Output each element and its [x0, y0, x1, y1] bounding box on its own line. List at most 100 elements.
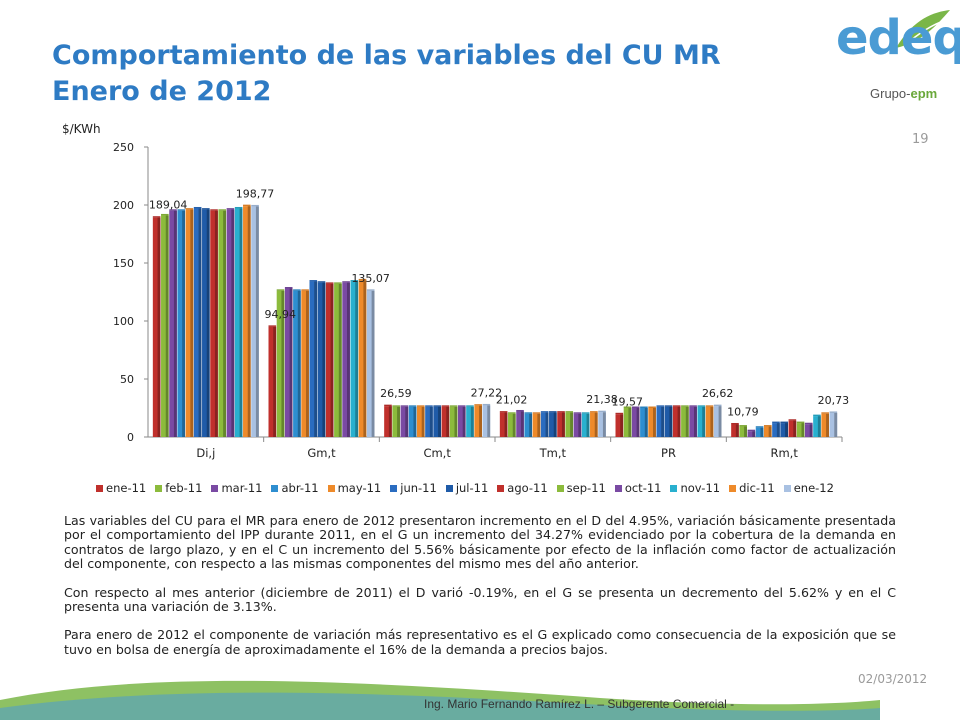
bar-top: [788, 419, 797, 421]
legend-label: jul-11: [455, 481, 489, 495]
slide-date: 02/03/2012: [858, 672, 928, 686]
bar-shade: [239, 208, 243, 437]
bar: [202, 209, 210, 437]
bar-top: [598, 410, 606, 413]
bar: [466, 406, 474, 437]
data-label: 21,02: [496, 394, 528, 407]
legend-swatch: [670, 484, 678, 492]
bar-top: [672, 405, 681, 407]
bar-top: [185, 208, 194, 210]
legend-label: nov-11: [680, 481, 721, 495]
bar: [747, 431, 756, 437]
bar-shade: [661, 406, 665, 437]
bar-shade: [570, 412, 574, 437]
bar: [268, 326, 277, 437]
body-text: Las variables del CU para el MR para ene…: [64, 513, 896, 671]
data-label: 27,22: [471, 386, 503, 399]
bar-top: [202, 208, 210, 210]
paragraph-3: Para enero de 2012 el componente de vari…: [64, 627, 896, 657]
bar-top: [433, 405, 441, 407]
bar-top: [276, 289, 285, 291]
bar: [400, 406, 409, 437]
bar-shade: [529, 413, 533, 437]
bar-shade: [255, 206, 259, 437]
legend-label: ene-11: [106, 481, 147, 495]
bar-shade: [834, 412, 838, 437]
bar: [804, 424, 813, 437]
x-tick-label: Cm,t: [423, 446, 451, 460]
legend-label: ene-12: [793, 481, 834, 495]
bar: [813, 416, 821, 437]
bar-top: [342, 281, 350, 283]
bar-top: [449, 405, 458, 407]
bar-top: [829, 411, 838, 413]
bar-shade: [231, 209, 235, 437]
bar: [210, 210, 218, 437]
data-label: 21,38: [586, 393, 618, 406]
bar-shade: [793, 420, 797, 437]
legend-item: may-11: [327, 480, 381, 496]
bar-shade: [512, 413, 516, 437]
bar-shade: [206, 209, 210, 437]
bar-top: [664, 405, 673, 407]
y-tick-label: 0: [127, 431, 134, 444]
x-tick-label: Gm,t: [307, 446, 336, 460]
legend-item: jun-11: [390, 480, 437, 496]
bar-top: [210, 209, 218, 211]
bar-top: [573, 412, 582, 414]
bar: [366, 290, 375, 437]
bar: [251, 206, 259, 437]
bar-shade: [371, 290, 375, 437]
bar-shade: [685, 406, 689, 437]
bar-shade: [363, 280, 367, 437]
legend-item: ene-11: [96, 480, 146, 496]
bar: [317, 282, 326, 437]
bar: [615, 414, 624, 437]
bar-top: [152, 216, 161, 218]
bar-shade: [702, 406, 706, 437]
legend-swatch: [614, 484, 622, 492]
bar-top: [681, 405, 689, 407]
page-title: Comportamiento de las variables del CU M…: [52, 38, 721, 110]
bar-shade: [801, 423, 805, 437]
bar: [218, 210, 227, 437]
bar: [672, 406, 681, 437]
bar: [524, 413, 533, 437]
bar: [499, 412, 508, 437]
bar: [169, 210, 177, 437]
y-tick-label: 200: [113, 199, 134, 212]
chart-legend: ene-11 feb-11 mar-11 abr-11 may-11 jun-11 jul-…: [96, 480, 896, 496]
legend-item: sep-11: [556, 480, 606, 496]
y-tick-label: 150: [113, 257, 134, 270]
bar-top: [581, 412, 590, 414]
bar: [234, 208, 243, 437]
bar: [713, 406, 722, 437]
bar: [598, 412, 606, 437]
bar: [788, 420, 797, 437]
bar-shade: [677, 406, 681, 437]
bar-top: [392, 405, 400, 407]
y-tick-label: 250: [113, 141, 134, 154]
bar-top: [540, 411, 549, 413]
bar-top: [226, 208, 235, 210]
legend-item: ene-12: [783, 480, 834, 496]
title-line-1: Comportamiento de las variables del CU M…: [52, 40, 721, 71]
bar: [334, 283, 342, 437]
y-axis-label: $/KWh: [62, 122, 101, 136]
bar: [243, 206, 251, 437]
bar-shade: [454, 406, 458, 437]
bar: [342, 282, 350, 437]
bar-shade: [462, 406, 466, 437]
legend-item: nov-11: [670, 480, 720, 496]
bar-shade: [322, 282, 326, 437]
bar-shade: [421, 406, 425, 437]
legend-label: jun-11: [400, 481, 437, 495]
title-line-2: Enero de 2012: [52, 76, 272, 107]
bar-top: [193, 206, 202, 209]
bar-shade: [586, 413, 590, 437]
bar-top: [763, 425, 772, 427]
bar-top: [731, 422, 739, 425]
legend-swatch: [390, 484, 398, 492]
paragraph-2: Con respecto al mes anterior (diciembre …: [64, 584, 896, 615]
bar-shade: [628, 408, 632, 437]
